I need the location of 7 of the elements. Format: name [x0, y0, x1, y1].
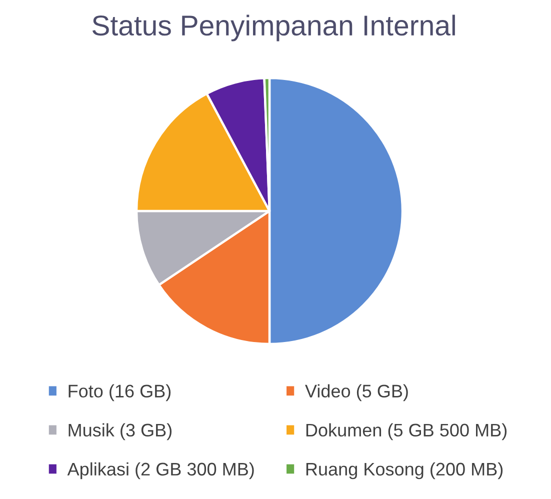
legend-label: Aplikasi (2 GB 300 MB)	[67, 462, 254, 480]
legend-label: Foto (16 GB)	[68, 384, 171, 402]
legend-label: Dokumen (5 GB 500 MB)	[306, 423, 507, 440]
legend-label: Video (5 GB)	[305, 384, 408, 402]
legend-label: Ruang Kosong (200 MB)	[306, 462, 503, 480]
legend-label: Musik (3 GB)	[68, 423, 172, 440]
chart-title: Status Penyimpanan Internal	[92, 14, 455, 42]
